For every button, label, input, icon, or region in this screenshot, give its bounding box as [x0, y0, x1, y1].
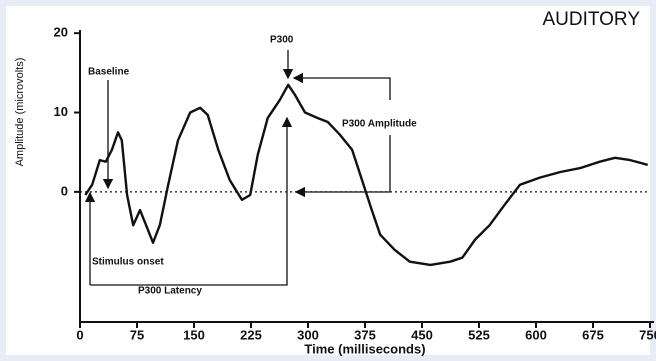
x-tick-label: 375: [354, 327, 376, 342]
annotation-arrow: [90, 116, 293, 286]
x-tick-label: 675: [582, 327, 604, 342]
x-tick-label: 300: [297, 327, 319, 342]
y-axis-label: Amplitude (microvolts): [14, 58, 26, 167]
annotation: Stimulus onset: [92, 257, 164, 268]
y-tick-label: 10: [54, 104, 68, 119]
annotation: P300: [270, 35, 294, 46]
waveform: [84, 83, 649, 267]
y-tick-label: 20: [54, 25, 68, 40]
plot-panel: [6, 6, 650, 355]
annotation: P300 Latency: [138, 286, 202, 297]
annotation: Baseline: [88, 67, 130, 78]
x-tick-label: 600: [525, 327, 547, 342]
annotation-arrow: [292, 72, 391, 100]
x-tick-label: 750: [639, 327, 656, 342]
x-tick-label: 150: [183, 327, 205, 342]
x-tick-label: 75: [130, 327, 144, 342]
y-tick-label: 0: [61, 183, 68, 198]
x-tick-label: 525: [468, 327, 490, 342]
x-tick-label: 450: [411, 327, 433, 342]
x-axis-label: Time (milliseconds): [304, 341, 425, 356]
x-tick-label: 225: [240, 327, 262, 342]
annotation: P300 Amplitude: [342, 119, 417, 130]
chart-title: AUDITORY: [543, 9, 641, 30]
x-tick-label: 0: [76, 327, 83, 342]
